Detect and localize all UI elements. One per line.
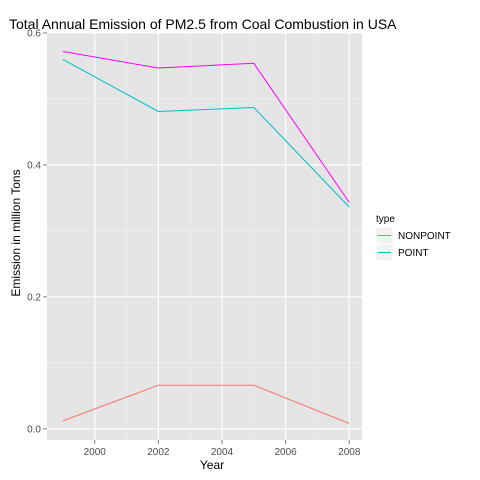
legend-title: type — [376, 214, 395, 225]
x-tick-label: 2000 — [84, 447, 107, 458]
plot-panel — [47, 33, 362, 440]
x-tick-label: 2008 — [338, 447, 361, 458]
legend: type NONPOINT POINT — [375, 214, 451, 262]
y-axis-title: Emission in million Tons — [9, 169, 23, 296]
series-line-point — [62, 58, 350, 208]
y-tick-label: 0.4 — [27, 160, 41, 171]
chart-title: Total Annual Emission of PM2.5 from Coal… — [9, 16, 397, 32]
grid — [47, 32, 362, 440]
x-axis-title: Year — [200, 458, 224, 472]
y-tick-label: 0.0 — [27, 424, 41, 435]
x-tick-label: 2002 — [147, 447, 170, 458]
y-axis: 0.0 0.2 0.4 0.6 — [27, 29, 47, 435]
legend-label: POINT — [398, 248, 429, 259]
legend-label: NONPOINT — [398, 231, 451, 242]
series-line-nonpoint — [62, 384, 350, 424]
x-tick-label: 2006 — [275, 447, 298, 458]
x-tick-label: 2004 — [211, 447, 234, 458]
y-tick-label: 0.2 — [27, 292, 41, 303]
series-group — [62, 51, 350, 424]
x-axis: 2000 2002 2004 2006 2008 — [84, 440, 361, 458]
series-line-total — [62, 51, 350, 203]
y-tick-label: 0.6 — [27, 29, 41, 40]
